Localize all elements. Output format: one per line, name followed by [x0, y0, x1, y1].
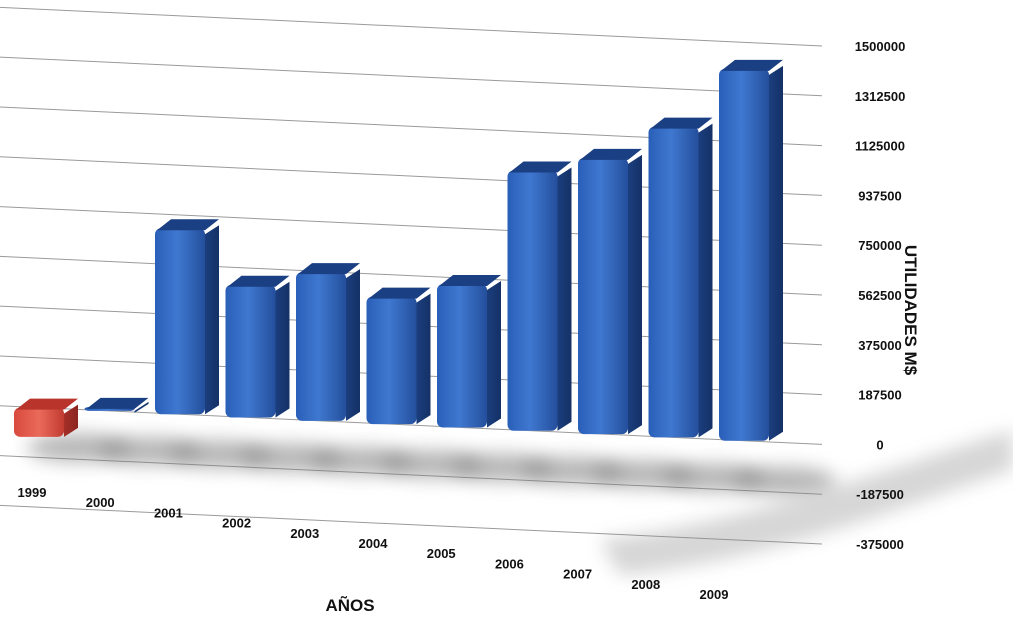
bar-top [650, 117, 713, 129]
y-tick-label: 1500000 [855, 39, 906, 54]
bar-top [721, 59, 783, 71]
bar [437, 275, 501, 428]
y-tick-label: 1312500 [855, 89, 906, 104]
y-tick-label: 187500 [858, 388, 901, 403]
x-tick-label: 2000 [86, 495, 115, 510]
bar-top [157, 219, 219, 231]
bar-side [769, 65, 783, 441]
bar-shadow [732, 466, 836, 495]
bar-front [719, 68, 769, 441]
bar-front [296, 272, 346, 421]
bar-top [439, 275, 501, 287]
bar-front [648, 126, 699, 438]
bar-front [14, 407, 64, 437]
bar-front [366, 296, 417, 425]
y-tick-label: -187500 [856, 487, 904, 502]
x-axis-ticks: 1999 2000 2001 2002 2003 2004 2005 2006 2007 2008… [18, 485, 729, 602]
floor-shadow [600, 430, 1013, 575]
bar-front [578, 157, 628, 435]
bar-side [487, 281, 501, 428]
bar-side [557, 167, 572, 431]
y-axis-ticks: 1500000 1312500 1125000 937500 750000 562500 3… [855, 39, 906, 552]
bar-side [64, 404, 78, 437]
y-tick-label: 0 [876, 437, 883, 452]
x-tick-label: 2007 [563, 567, 592, 582]
bar [14, 398, 78, 437]
y-axis-label: UTILIDADES M$ [901, 245, 920, 376]
gridline [0, 405, 823, 445]
x-tick-label: 2005 [427, 546, 456, 561]
x-tick-label: 2003 [290, 526, 319, 541]
bar-top [368, 287, 431, 299]
y-tick-label: -375000 [856, 537, 904, 552]
bar-top [16, 398, 78, 410]
x-tick-label: 2006 [495, 556, 524, 571]
x-tick-label: 2001 [154, 505, 183, 520]
x-tick-label: 1999 [18, 485, 47, 500]
bar [155, 219, 219, 415]
bar-side [698, 123, 713, 438]
bar [507, 161, 572, 431]
x-tick-label: 2008 [631, 577, 660, 592]
bar-side [628, 154, 642, 435]
y-tick-label: 562500 [858, 288, 901, 303]
bar [296, 263, 360, 421]
bar [84, 397, 149, 413]
x-tick-label: 2002 [222, 516, 251, 531]
bar-side [275, 281, 290, 418]
bar [648, 117, 713, 438]
bar-top [227, 275, 290, 287]
bar [578, 148, 642, 435]
bar-top [298, 263, 360, 275]
bar-top [580, 148, 642, 160]
bar [719, 59, 783, 441]
y-tick-label: 750000 [858, 238, 901, 253]
bar-side [134, 401, 149, 413]
bar-front [155, 228, 205, 415]
x-axis-label: AÑOS [325, 595, 374, 615]
bar-top [509, 161, 572, 173]
y-tick-label: 375000 [858, 338, 901, 353]
x-tick-label: 2009 [700, 587, 729, 602]
bar-side [416, 293, 431, 425]
bars [14, 59, 783, 441]
bar [366, 287, 431, 425]
bar-side [205, 225, 219, 415]
bar-front [437, 284, 487, 428]
bar [225, 275, 290, 418]
bar-shadows [27, 430, 1013, 575]
gridline [0, 6, 823, 47]
bar-front [507, 170, 558, 431]
y-tick-label: 937500 [858, 188, 901, 203]
bar-front [225, 284, 276, 418]
bar-side [346, 269, 360, 421]
gridline [0, 56, 823, 97]
bar-top [86, 397, 149, 409]
y-tick-label: 1125000 [855, 139, 905, 154]
x-tick-label: 2004 [359, 536, 389, 551]
